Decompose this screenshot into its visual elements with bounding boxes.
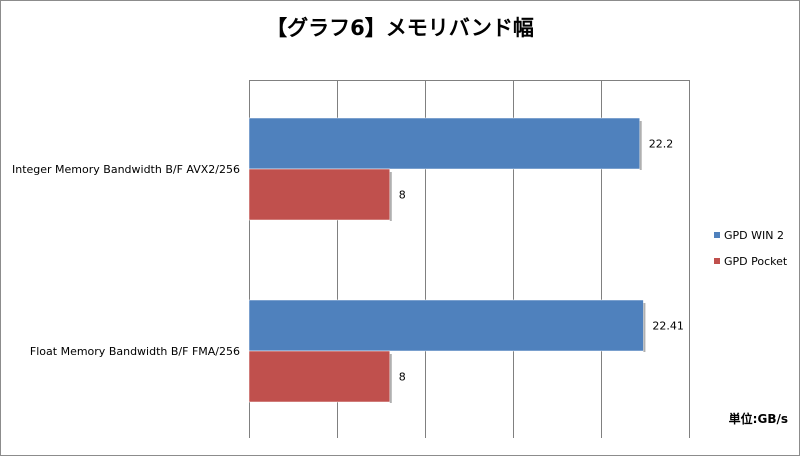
bar <box>248 350 391 403</box>
bar <box>248 117 640 170</box>
bar-shadow <box>389 354 392 403</box>
data-label: 22.2 <box>649 138 674 151</box>
data-label: 8 <box>399 189 406 202</box>
category-label: Float Memory Bandwidth B/F FMA/256 <box>30 345 240 358</box>
legend-swatch <box>714 232 720 238</box>
chart-title: 【グラフ6】メモリバンド幅 <box>266 16 534 40</box>
bar-shadow <box>389 172 392 221</box>
category-label: Integer Memory Bandwidth B/F AVX2/256 <box>12 163 240 176</box>
data-label: 8 <box>399 371 406 384</box>
data-label: 22.41 <box>652 320 684 333</box>
legend-label: GPD WIN 2 <box>724 229 784 242</box>
legend-label: GPD Pocket <box>724 255 788 268</box>
unit-label: 単位:GB/s <box>728 412 788 426</box>
bar <box>248 168 391 221</box>
bar-shadow <box>643 303 646 352</box>
bar-shadow <box>639 121 642 170</box>
legend-swatch <box>714 258 720 264</box>
bar <box>248 299 644 352</box>
